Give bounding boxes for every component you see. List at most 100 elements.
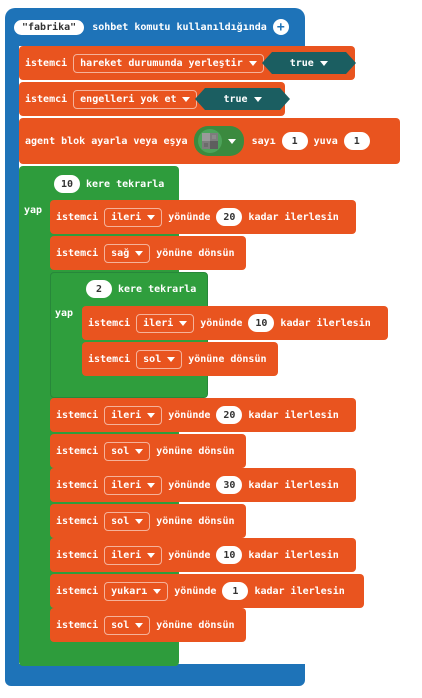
turn-label: yönüne dönsün <box>156 515 235 527</box>
direction-value: sağ <box>111 247 130 259</box>
direction-value: sol <box>111 619 130 631</box>
repeat-2-header: 2 kere tekrarla <box>82 276 196 302</box>
turn-direction-dropdown[interactable]: sol <box>104 615 151 635</box>
turn-label: yönüne dönsün <box>156 619 235 631</box>
direction-value: ileri <box>111 211 142 223</box>
repeat-label: kere tekrarla <box>118 283 197 295</box>
event-block-body <box>5 40 19 680</box>
move-label: kadar ilerlesin <box>248 479 339 491</box>
agent-turn-block[interactable]: istemci sağ yönüne dönsün <box>50 236 246 270</box>
distance-input[interactable]: 1 <box>222 582 249 600</box>
direction-dropdown[interactable]: ileri <box>136 313 195 333</box>
move-label: kadar ilerlesin <box>254 585 345 597</box>
chat-command-string[interactable]: "fabrika" <box>14 19 85 35</box>
event-block-footer <box>5 664 305 686</box>
item-slot <box>197 129 222 153</box>
agent-label: istemci <box>25 57 68 69</box>
agent-label: istemci <box>25 93 68 105</box>
distance-input[interactable]: 20 <box>216 406 243 424</box>
direction-dropdown[interactable]: ileri <box>104 207 163 227</box>
plus-circle-icon[interactable]: + <box>272 19 289 35</box>
move-mode-option: hareket durumunda yerleştir <box>80 57 243 69</box>
move-label: kadar ilerlesin <box>248 409 339 421</box>
turn-label: yönüne dönsün <box>156 247 235 259</box>
chevron-down-icon <box>153 588 162 594</box>
agent-label: istemci <box>56 409 99 421</box>
obstacles-dropdown[interactable]: engelleri yok et <box>73 89 198 109</box>
direction-dropdown[interactable]: ileri <box>104 405 163 425</box>
slot-input[interactable]: 1 <box>343 132 370 150</box>
boolean-value: true <box>223 93 248 105</box>
repeat-count-input[interactable]: 2 <box>86 280 112 298</box>
distance-input[interactable]: 10 <box>216 546 243 564</box>
chevron-down-icon <box>319 60 328 66</box>
move-mode-boolean[interactable]: true <box>261 52 356 74</box>
turn-direction-dropdown[interactable]: sol <box>104 511 151 531</box>
turn-direction-dropdown[interactable]: sol <box>136 349 183 369</box>
agent-turn-block[interactable]: istemci sol yönüne dönsün <box>50 504 246 538</box>
chevron-down-icon <box>135 518 144 524</box>
loop-do-label: yap <box>24 205 43 216</box>
direction-dropdown[interactable]: ileri <box>104 475 163 495</box>
stone-block-icon <box>201 133 218 149</box>
obstacles-boolean[interactable]: true <box>195 88 290 110</box>
agent-move-block[interactable]: istemci ileri yönünde 20 kadar ilerlesin <box>50 200 356 234</box>
agent-move-block[interactable]: istemci ileri yönünde 30 kadar ilerlesin <box>50 468 356 502</box>
turn-direction-dropdown[interactable]: sağ <box>104 243 151 263</box>
direction-value: sol <box>143 353 162 365</box>
direction-label: yönünde <box>168 549 211 561</box>
hat-label: sohbet komutu kullanıldığında <box>92 21 267 33</box>
agent-label: istemci <box>56 619 99 631</box>
agent-move-block[interactable]: istemci ileri yönünde 10 kadar ilerlesin <box>50 538 356 572</box>
agent-label: istemci <box>56 585 99 597</box>
direction-value: ileri <box>111 549 142 561</box>
direction-dropdown[interactable]: yukarı <box>104 581 169 601</box>
agent-move-mode-block[interactable]: istemci hareket durumunda yerleştir true <box>19 46 356 80</box>
agent-label: istemci <box>56 479 99 491</box>
agent-turn-block[interactable]: istemci sol yönüne dönsün <box>82 342 278 376</box>
repeat-10-header: 10 kere tekrarla <box>50 170 164 198</box>
turn-direction-dropdown[interactable]: sol <box>104 441 151 461</box>
agent-move-block[interactable]: istemci ileri yönünde 10 kadar ilerlesin <box>82 306 388 340</box>
chevron-down-icon <box>135 622 144 628</box>
chevron-down-icon <box>135 448 144 454</box>
agent-turn-block[interactable]: istemci sol yönüne dönsün <box>50 434 246 468</box>
direction-value: sol <box>111 515 130 527</box>
direction-label: yönünde <box>168 479 211 491</box>
chevron-down-icon <box>179 320 188 326</box>
slot-label: yuva <box>313 135 338 147</box>
direction-label: yönünde <box>168 211 211 223</box>
agent-move-block[interactable]: istemci yukarı yönünde 1 kadar ilerlesin <box>50 574 364 608</box>
boolean-value: true <box>289 57 314 69</box>
chevron-down-icon <box>147 214 156 220</box>
hat-row: "fabrika" sohbet komutu kullanıldığında … <box>14 14 289 40</box>
agent-set-item-block[interactable]: agent blok ayarla veya eşya sayı 1 yuva … <box>19 118 400 164</box>
distance-input[interactable]: 10 <box>248 314 275 332</box>
loop-do-label: yap <box>55 308 74 319</box>
chevron-down-icon <box>227 138 236 144</box>
agent-destroy-obstacles-block[interactable]: istemci engelleri yok et true <box>19 82 290 116</box>
direction-label: yönünde <box>168 409 211 421</box>
agent-move-block[interactable]: istemci ileri yönünde 20 kadar ilerlesin <box>50 398 356 432</box>
direction-label: yönünde <box>200 317 243 329</box>
agent-label: istemci <box>56 247 99 259</box>
agent-set-label: agent blok ayarla veya eşya <box>25 135 188 147</box>
distance-input[interactable]: 30 <box>216 476 243 494</box>
chevron-down-icon <box>147 552 156 558</box>
move-label: kadar ilerlesin <box>248 549 339 561</box>
agent-label: istemci <box>56 515 99 527</box>
direction-label: yönünde <box>174 585 217 597</box>
direction-value: sol <box>111 445 130 457</box>
item-dropdown[interactable] <box>193 126 244 156</box>
count-input[interactable]: 1 <box>281 132 308 150</box>
chevron-down-icon <box>167 356 176 362</box>
repeat-count-input[interactable]: 10 <box>54 175 80 193</box>
chevron-down-icon <box>253 96 262 102</box>
distance-input[interactable]: 20 <box>216 208 243 226</box>
direction-value: ileri <box>143 317 174 329</box>
move-mode-dropdown[interactable]: hareket durumunda yerleştir <box>73 53 264 73</box>
agent-label: istemci <box>56 549 99 561</box>
chevron-down-icon <box>248 60 257 66</box>
direction-dropdown[interactable]: ileri <box>104 545 163 565</box>
agent-turn-block[interactable]: istemci sol yönüne dönsün <box>50 608 246 642</box>
